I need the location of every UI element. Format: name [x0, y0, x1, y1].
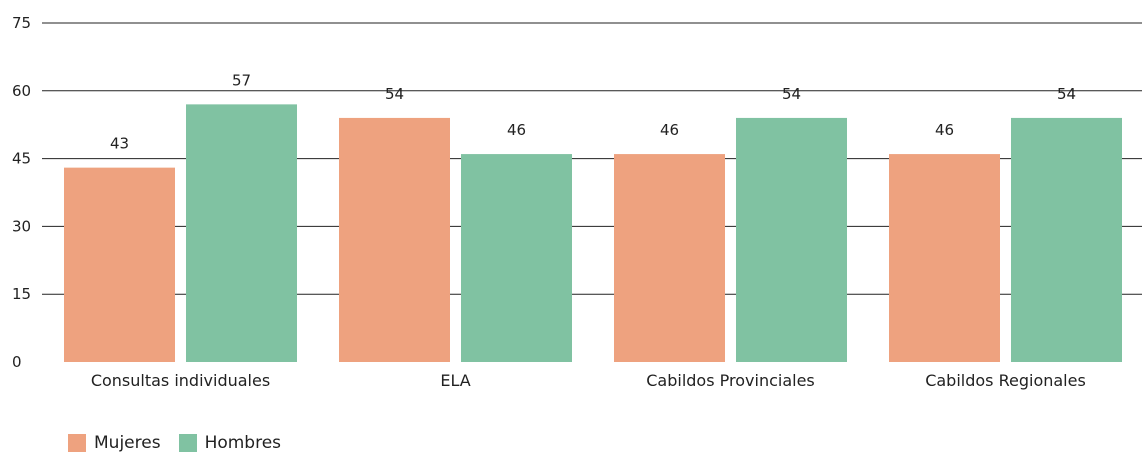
legend-item-mujeres: Mujeres — [68, 433, 161, 453]
legend-label-mujeres: Mujeres — [94, 433, 161, 453]
y-tick-label-45: 45 — [12, 150, 31, 168]
legend: Mujeres Hombres — [68, 433, 281, 453]
data-label-hombres-3: 54 — [1057, 85, 1076, 103]
x-tick-label-2: Cabildos Provinciales — [646, 371, 815, 390]
legend-swatch-hombres — [178, 434, 197, 452]
legend-swatch-mujeres — [68, 434, 86, 452]
data-labels: 43 57 54 46 46 54 46 54 — [110, 71, 1076, 152]
x-tick-label-0: Consultas individuales — [91, 371, 270, 390]
y-tick-label-75: 75 — [12, 14, 31, 32]
y-axis: 0 15 30 45 60 75 — [12, 14, 31, 371]
bar-mujeres-0 — [64, 167, 175, 362]
data-label-mujeres-1: 54 — [385, 85, 404, 103]
y-tick-label-30: 30 — [12, 217, 31, 235]
x-tick-label-3: Cabildos Regionales — [925, 371, 1086, 390]
x-tick-label-1: ELA — [440, 371, 470, 390]
y-tick-label-0: 0 — [12, 353, 22, 371]
bar-chart: 0 15 30 45 60 75 43 57 54 46 46 54 46 54 Consultas i… — [12, 14, 1142, 390]
data-label-mujeres-0: 43 — [110, 135, 129, 153]
data-label-mujeres-2: 46 — [660, 121, 679, 139]
data-label-hombres-1: 46 — [507, 121, 526, 139]
legend-item-hombres: Hombres — [178, 433, 282, 453]
data-label-hombres-2: 54 — [782, 85, 801, 103]
y-tick-label-60: 60 — [12, 82, 31, 100]
bar-hombres-3 — [1011, 117, 1122, 362]
bar-mujeres-2 — [614, 154, 725, 362]
y-tick-label-15: 15 — [12, 285, 31, 303]
bar-mujeres-3 — [889, 154, 1000, 362]
bar-hombres-2 — [736, 117, 847, 362]
legend-label-hombres: Hombres — [204, 433, 282, 453]
bar-hombres-1 — [461, 154, 572, 362]
x-axis: Consultas individuales ELA Cabildos Provin… — [91, 371, 1086, 390]
data-label-hombres-0: 57 — [232, 71, 251, 89]
data-label-mujeres-3: 46 — [935, 121, 954, 139]
bar-hombres-0 — [186, 104, 297, 363]
bar-mujeres-1 — [339, 117, 450, 362]
bars — [64, 104, 1122, 363]
